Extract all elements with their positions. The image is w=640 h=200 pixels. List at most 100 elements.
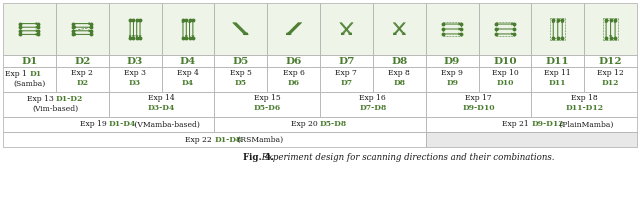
Bar	[214, 92, 320, 117]
Text: Exp 10: Exp 10	[492, 69, 518, 77]
Text: Exp 5: Exp 5	[230, 69, 252, 77]
Text: D7: D7	[340, 79, 353, 87]
Bar	[531, 3, 584, 55]
Text: D3: D3	[129, 79, 141, 87]
Text: D7-D8: D7-D8	[359, 104, 387, 112]
Text: D2: D2	[76, 79, 88, 87]
Text: D11: D11	[549, 79, 566, 87]
Bar	[161, 67, 214, 92]
Text: D5-D8: D5-D8	[320, 120, 347, 129]
Text: D12: D12	[599, 56, 622, 66]
Text: Exp 7: Exp 7	[335, 69, 357, 77]
Text: D10: D10	[496, 79, 514, 87]
Text: D5: D5	[235, 79, 247, 87]
Bar	[109, 3, 161, 55]
Text: D7: D7	[338, 56, 355, 66]
Text: D1-D8: D1-D8	[214, 136, 241, 144]
Bar	[161, 3, 214, 55]
Bar	[479, 67, 531, 92]
Text: D5: D5	[232, 56, 249, 66]
Bar	[109, 67, 161, 92]
Bar	[426, 92, 531, 117]
Bar	[267, 3, 320, 55]
Text: Exp 12: Exp 12	[597, 69, 624, 77]
Text: (Vim-based): (Vim-based)	[33, 105, 79, 113]
Text: D3-D4: D3-D4	[148, 104, 175, 112]
Bar	[320, 92, 426, 117]
Bar	[267, 67, 320, 92]
Text: Exp 6: Exp 6	[283, 69, 305, 77]
Bar	[161, 55, 214, 67]
Text: Exp 18: Exp 18	[571, 94, 598, 102]
Text: (PlainMamba): (PlainMamba)	[557, 120, 614, 129]
Text: Exp 8: Exp 8	[388, 69, 410, 77]
Bar	[479, 3, 531, 55]
Bar	[584, 55, 637, 67]
Text: D5-D6: D5-D6	[253, 104, 281, 112]
Text: D3: D3	[127, 56, 143, 66]
Bar	[3, 117, 214, 132]
Bar	[3, 3, 56, 55]
Bar	[3, 55, 56, 67]
Text: Exp 3: Exp 3	[124, 69, 146, 77]
Text: Exp 19: Exp 19	[79, 120, 109, 129]
Bar	[3, 92, 109, 117]
Text: D8: D8	[393, 79, 405, 87]
Bar	[426, 3, 479, 55]
Bar	[426, 67, 479, 92]
Text: Exp 4: Exp 4	[177, 69, 199, 77]
Text: Exp 2: Exp 2	[71, 69, 93, 77]
Text: Exp 11: Exp 11	[545, 69, 571, 77]
Text: Exp 13: Exp 13	[27, 95, 56, 103]
Bar	[56, 3, 109, 55]
Bar	[373, 3, 426, 55]
Text: Exp 1: Exp 1	[5, 70, 29, 78]
Text: D6: D6	[285, 56, 302, 66]
Text: D10: D10	[493, 56, 516, 66]
Text: Exp 16: Exp 16	[360, 94, 386, 102]
Bar	[426, 132, 637, 147]
Bar	[479, 55, 531, 67]
Bar	[320, 55, 373, 67]
Text: Experiment design for scanning directions and their combinations.: Experiment design for scanning direction…	[259, 154, 554, 162]
Bar	[531, 92, 637, 117]
Text: D1-D2: D1-D2	[56, 95, 83, 103]
Text: D1: D1	[21, 56, 38, 66]
Text: D2: D2	[74, 56, 90, 66]
Text: D4: D4	[182, 79, 194, 87]
Bar	[426, 55, 479, 67]
Text: Exp 15: Exp 15	[254, 94, 280, 102]
Text: Exp 22: Exp 22	[185, 136, 214, 144]
Text: Exp 14: Exp 14	[148, 94, 175, 102]
Bar	[584, 67, 637, 92]
Bar	[109, 55, 161, 67]
Bar	[214, 67, 267, 92]
Bar	[320, 67, 373, 92]
Text: Fig. 4.: Fig. 4.	[243, 154, 273, 162]
Bar	[109, 92, 214, 117]
Text: Exp 9: Exp 9	[441, 69, 463, 77]
Text: (VMamba-based): (VMamba-based)	[132, 120, 200, 129]
Bar	[584, 3, 637, 55]
Text: D11-D12: D11-D12	[565, 104, 603, 112]
Text: D6: D6	[287, 79, 300, 87]
Bar	[267, 55, 320, 67]
Text: (RSMamba): (RSMamba)	[236, 136, 284, 144]
Bar	[56, 67, 109, 92]
Text: D1-D4: D1-D4	[109, 120, 136, 129]
Text: D9: D9	[446, 79, 458, 87]
Bar	[531, 55, 584, 67]
Bar	[373, 55, 426, 67]
Bar	[3, 67, 56, 92]
Bar	[531, 67, 584, 92]
Bar	[426, 117, 637, 132]
Text: (Samba): (Samba)	[13, 80, 45, 88]
Text: D9: D9	[444, 56, 460, 66]
Text: Exp 17: Exp 17	[465, 94, 492, 102]
Bar	[3, 132, 426, 147]
Text: Exp 20: Exp 20	[291, 120, 320, 129]
Text: D1: D1	[29, 70, 42, 78]
Text: D9-D10: D9-D10	[462, 104, 495, 112]
Bar	[214, 55, 267, 67]
Bar	[56, 55, 109, 67]
